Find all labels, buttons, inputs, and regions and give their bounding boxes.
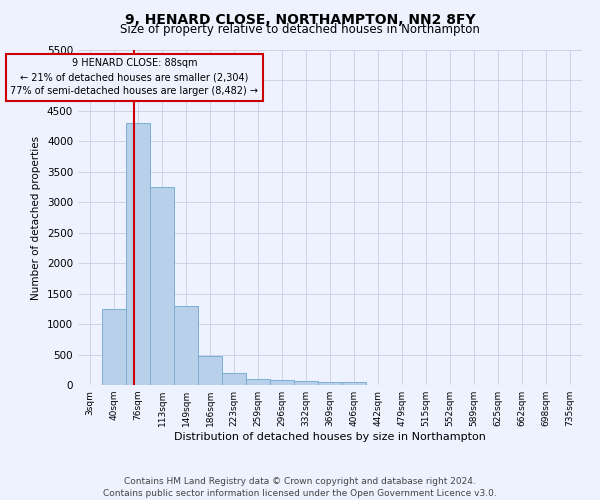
Bar	[102, 310, 126, 385]
Text: 9, HENARD CLOSE, NORTHAMPTON, NN2 8FY: 9, HENARD CLOSE, NORTHAMPTON, NN2 8FY	[125, 12, 475, 26]
Text: 9 HENARD CLOSE: 88sqm
← 21% of detached houses are smaller (2,304)
77% of semi-d: 9 HENARD CLOSE: 88sqm ← 21% of detached …	[10, 58, 259, 96]
Text: Contains HM Land Registry data © Crown copyright and database right 2024.
Contai: Contains HM Land Registry data © Crown c…	[103, 476, 497, 498]
Bar	[222, 373, 246, 385]
Bar	[270, 380, 294, 385]
Bar	[198, 356, 222, 385]
Bar	[174, 306, 198, 385]
Bar	[126, 123, 150, 385]
Y-axis label: Number of detached properties: Number of detached properties	[31, 136, 41, 300]
Bar	[294, 382, 318, 385]
Text: Size of property relative to detached houses in Northampton: Size of property relative to detached ho…	[120, 22, 480, 36]
Bar	[150, 187, 174, 385]
Bar	[318, 382, 342, 385]
X-axis label: Distribution of detached houses by size in Northampton: Distribution of detached houses by size …	[174, 432, 486, 442]
Bar	[246, 378, 270, 385]
Bar	[342, 382, 366, 385]
